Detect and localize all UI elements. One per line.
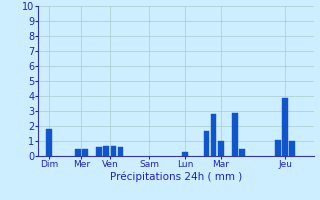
- Bar: [211, 114, 216, 156]
- Bar: [118, 147, 124, 156]
- Bar: [275, 140, 281, 156]
- Bar: [282, 98, 288, 156]
- Bar: [96, 147, 102, 156]
- Bar: [204, 130, 209, 156]
- Bar: [218, 141, 224, 156]
- Bar: [111, 146, 116, 156]
- Bar: [239, 148, 245, 156]
- X-axis label: Précipitations 24h ( mm ): Précipitations 24h ( mm ): [110, 172, 242, 182]
- Bar: [75, 148, 81, 156]
- Bar: [289, 141, 295, 156]
- Bar: [82, 148, 88, 156]
- Bar: [46, 129, 52, 156]
- Bar: [232, 112, 238, 156]
- Bar: [103, 146, 109, 156]
- Bar: [182, 152, 188, 156]
